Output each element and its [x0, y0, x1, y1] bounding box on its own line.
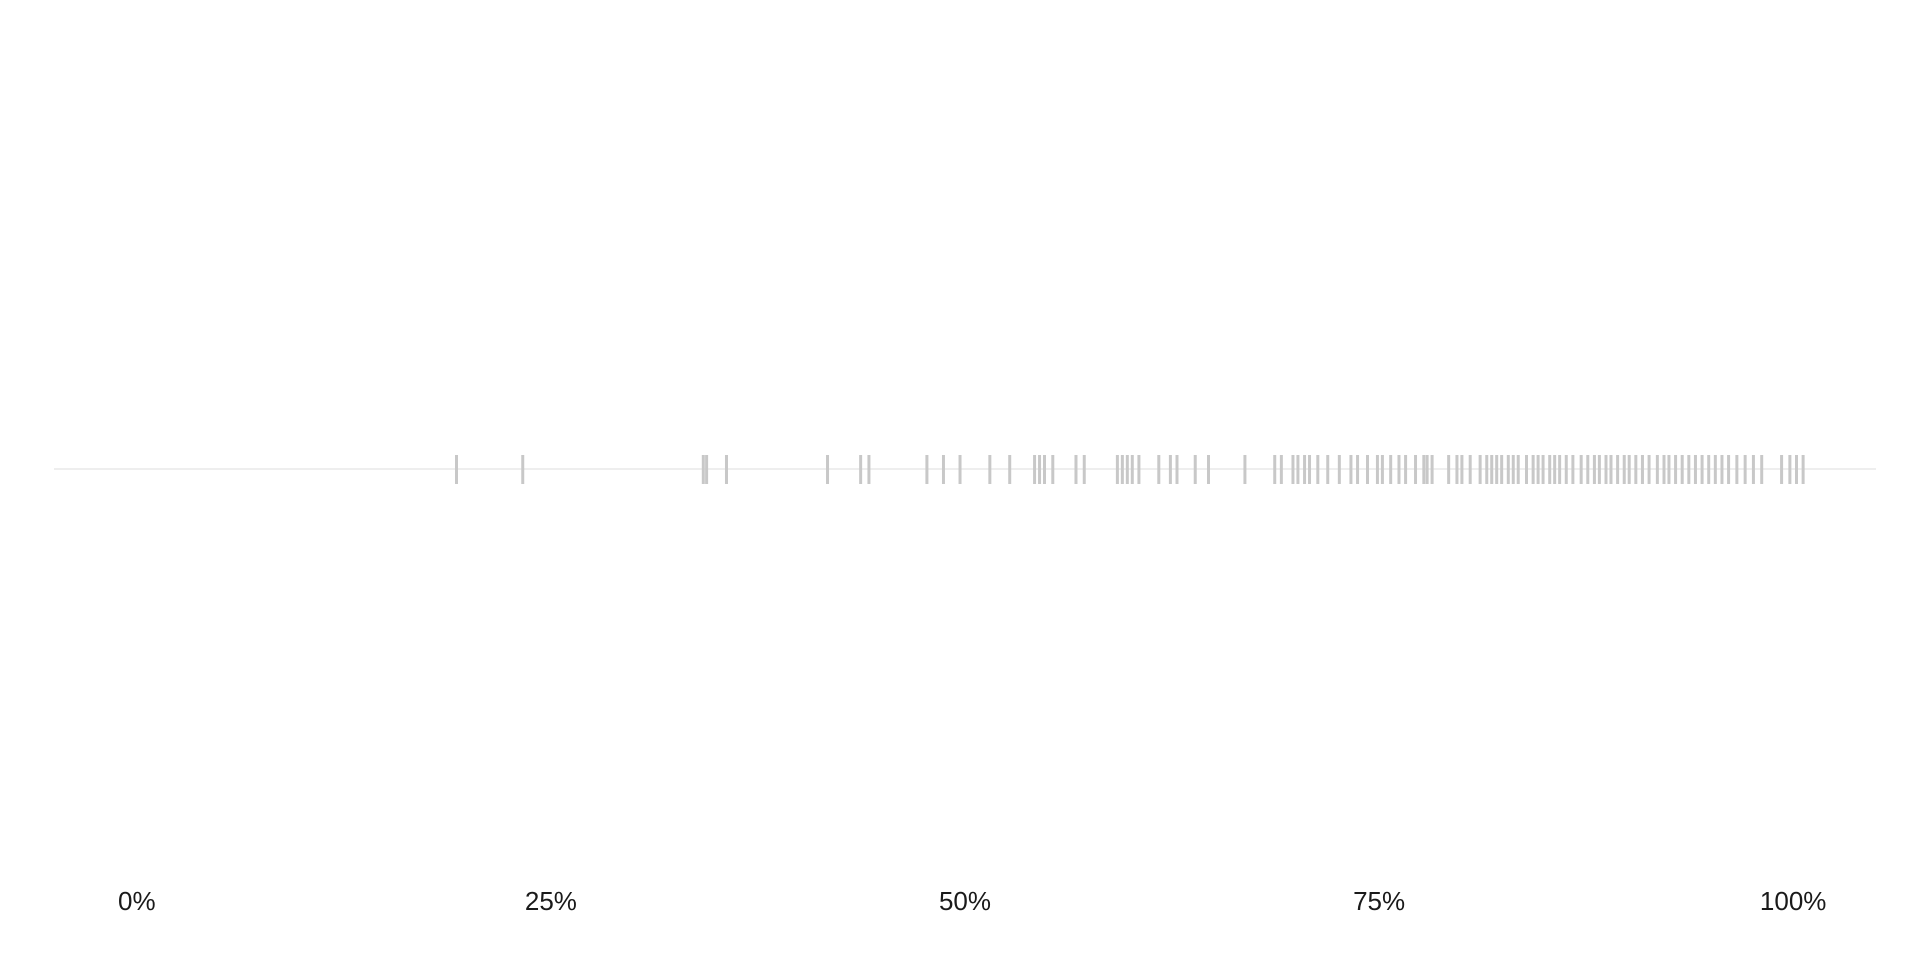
- x-tick-label-1: 25%: [525, 886, 577, 916]
- x-tick-label-2: 50%: [939, 886, 991, 916]
- rug-marks: [454, 455, 1805, 484]
- x-tick-label-3: 75%: [1353, 886, 1405, 916]
- x-tick-label-0: 0%: [118, 886, 156, 916]
- x-axis-tick-labels: 0% 25% 50% 75% 100%: [118, 886, 1826, 916]
- x-tick-label-4: 100%: [1760, 886, 1827, 916]
